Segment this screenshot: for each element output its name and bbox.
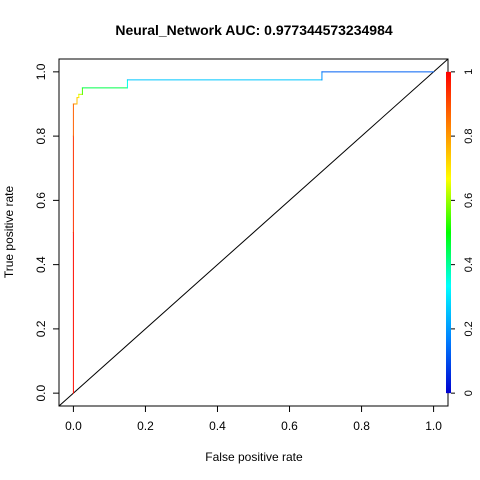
colorbar-tick-label: 1 (463, 69, 475, 75)
y-axis-label: True positive rate (2, 186, 16, 279)
x-axis: 0.0 0.2 0.4 0.6 0.8 1.0 (65, 405, 442, 433)
y-tick-label: 0.8 (34, 127, 48, 144)
x-tick-label: 0.4 (209, 419, 226, 433)
y-tick-label: 0.0 (34, 384, 48, 401)
y-tick-label: 0.6 (34, 192, 48, 209)
y-axis: 0.0 0.2 0.4 0.6 0.8 1.0 (34, 63, 60, 401)
plot-area (58, 58, 449, 407)
colorbar: 0 0.2 0.4 0.6 0.8 1 (446, 69, 475, 396)
x-tick-label: 0.2 (137, 419, 154, 433)
chart-title: Neural_Network AUC: 0.977344573234984 (115, 22, 393, 38)
colorbar-gradient (446, 71, 451, 394)
colorbar-tick-label: 0.8 (463, 128, 475, 143)
colorbar-tick-label: 0 (463, 390, 475, 396)
y-tick-label: 0.4 (34, 256, 48, 273)
y-tick-label: 1.0 (34, 63, 48, 80)
colorbar-tick-label: 0.2 (463, 321, 475, 336)
x-tick-label: 0.6 (281, 419, 298, 433)
x-tick-label: 1.0 (425, 419, 442, 433)
diagonal-reference-line (58, 58, 449, 407)
colorbar-tick-label: 0.4 (463, 257, 475, 272)
y-tick-label: 0.2 (34, 320, 48, 337)
x-tick-label: 0.8 (353, 419, 370, 433)
x-axis-label: False positive rate (205, 450, 303, 464)
colorbar-tick-label: 0.6 (463, 193, 475, 208)
x-tick-label: 0.0 (65, 419, 82, 433)
